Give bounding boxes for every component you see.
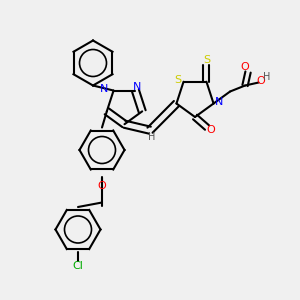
- Text: S: S: [175, 75, 182, 85]
- Text: N: N: [215, 97, 223, 107]
- Text: Cl: Cl: [73, 261, 83, 272]
- Text: N: N: [100, 84, 108, 94]
- Text: O: O: [206, 125, 215, 136]
- Text: O: O: [98, 181, 106, 191]
- Text: O: O: [240, 61, 249, 72]
- Text: N: N: [133, 82, 141, 92]
- Text: S: S: [203, 55, 210, 65]
- Text: O: O: [256, 76, 265, 86]
- Text: H: H: [148, 132, 155, 142]
- Text: H: H: [263, 72, 271, 82]
